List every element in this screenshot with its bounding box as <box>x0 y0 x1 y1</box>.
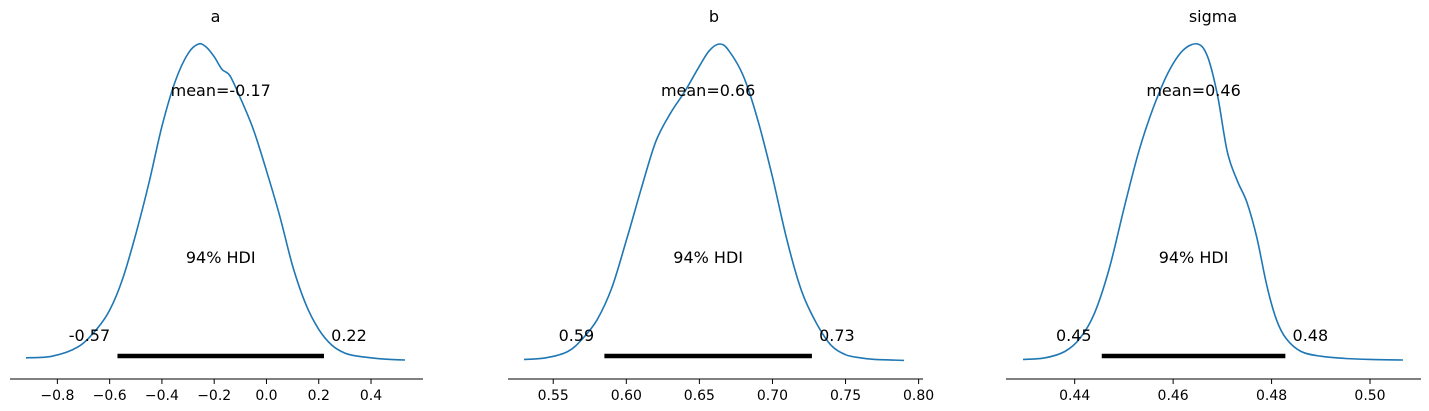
panel-b: b mean=0.66 94% HDI 0.59 0.73 0.55 0.60 0.65 0.7… <box>508 7 934 404</box>
hdi-low-label: 0.45 <box>1056 326 1092 345</box>
density-curve <box>523 43 905 362</box>
x-tick-label: 0.75 <box>830 388 861 404</box>
mean-label: mean=0.66 <box>661 81 755 100</box>
x-tick-label: 0.2 <box>308 388 330 404</box>
x-tick-label: 0.50 <box>1354 388 1385 404</box>
x-tick-label: 0.60 <box>611 388 642 404</box>
hdi-high-label: 0.48 <box>1293 326 1329 345</box>
x-tick-label: −0.4 <box>145 388 179 404</box>
hdi-high-label: 0.73 <box>819 326 855 345</box>
density-curve <box>25 42 406 361</box>
hdi-low-label: -0.57 <box>69 326 110 345</box>
x-tick-label: 0.48 <box>1256 388 1287 404</box>
x-tick-label: 0.65 <box>684 388 715 404</box>
panel-title: a <box>211 7 221 26</box>
panel-a: a mean=-0.17 94% HDI -0.57 0.22 −0.8 −0.6 −0.4 −… <box>10 7 423 404</box>
x-tick-label: −0.2 <box>197 388 231 404</box>
panel-title: b <box>709 7 719 26</box>
x-tick-label: 0.4 <box>360 388 382 404</box>
x-tick-label: 0.0 <box>255 388 277 404</box>
x-tick-label: 0.46 <box>1158 388 1189 404</box>
mean-label: mean=-0.17 <box>171 81 271 100</box>
hdi-high-label: 0.22 <box>331 326 367 345</box>
mean-label: mean=0.46 <box>1146 81 1240 100</box>
x-tick-label: −0.6 <box>93 388 127 404</box>
panel-sigma: sigma mean=0.46 94% HDI 0.45 0.48 0.44 0.46 0.4… <box>1006 7 1421 404</box>
x-tick-label: 0.70 <box>757 388 788 404</box>
hdi-low-label: 0.59 <box>559 326 595 345</box>
x-tick-label: 0.55 <box>538 388 569 404</box>
density-curve <box>1022 42 1404 361</box>
hdi-label: 94% HDI <box>1159 248 1229 267</box>
hdi-label: 94% HDI <box>186 248 256 267</box>
x-tick-label: −0.8 <box>40 388 74 404</box>
hdi-label: 94% HDI <box>673 248 743 267</box>
x-tick-label: 0.44 <box>1059 388 1090 404</box>
x-tick-label: 0.80 <box>903 388 934 404</box>
panel-title: sigma <box>1189 7 1237 26</box>
